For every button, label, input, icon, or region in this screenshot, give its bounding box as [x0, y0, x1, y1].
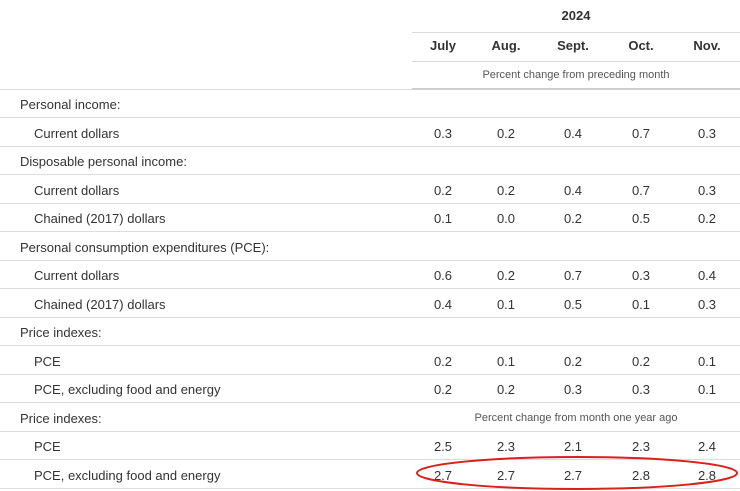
table-row: PCE, excluding food and energy 0.2 0.2 0.3 0…: [0, 375, 740, 403]
column-header-aug: Aug.: [491, 38, 521, 53]
cell-value: 0.7: [631, 125, 651, 141]
cell-value: 0.2: [433, 382, 453, 397]
divider: [0, 89, 412, 90]
cell-value: 0.3: [433, 125, 453, 141]
column-header-july: July: [429, 38, 456, 53]
row-label: PCE, excluding food and energy: [34, 382, 221, 397]
cell-value: 2.5: [433, 439, 453, 454]
cell-value: 0.1: [697, 353, 717, 369]
table-row: Personal income:: [0, 90, 740, 118]
row-label: Chained (2017) dollars: [34, 296, 166, 312]
cell-value: 0.1: [496, 353, 516, 369]
cell-value: 0.3: [697, 296, 717, 312]
table-row: Personal consumption expenditures (PCE):: [0, 233, 740, 261]
cell-value: 0.5: [563, 296, 583, 312]
cell-value: 0.3: [631, 268, 651, 283]
cell-value: 0.6: [433, 268, 453, 283]
table-row: Price indexes: Percent change from month …: [0, 404, 740, 432]
column-header-oct: Oct.: [628, 38, 654, 53]
divider: [412, 88, 740, 90]
column-header-sept: Sept.: [557, 38, 589, 53]
row-label: Current dollars: [34, 125, 120, 141]
column-header-nov: Nov.: [693, 38, 721, 53]
cell-value: 0.1: [496, 296, 516, 312]
cell-value: 0.3: [697, 182, 717, 198]
section-label: Personal income:: [20, 97, 121, 112]
cell-value: 0.1: [433, 211, 453, 226]
cell-value: 0.2: [496, 382, 516, 397]
table-row: Disposable personal income:: [0, 147, 740, 175]
table-row: PCE 2.5 2.3 2.1 2.3 2.4: [0, 432, 740, 460]
row-label: PCE, excluding food and energy: [34, 467, 221, 483]
subheading-monthly: Percent change from preceding month: [482, 69, 670, 81]
table-row: Current dollars 0.2 0.2 0.4 0.7 0.3: [0, 176, 740, 204]
row-label: Current dollars: [34, 268, 120, 283]
cell-value: 0.1: [697, 382, 717, 397]
row-label: Chained (2017) dollars: [34, 211, 166, 226]
cell-value: 0.5: [631, 211, 651, 226]
year-header: 2024: [561, 8, 591, 23]
section-label: Personal consumption expenditures (PCE):: [20, 239, 270, 255]
cell-value: 0.1: [631, 296, 651, 312]
row-label: Current dollars: [34, 182, 120, 198]
cell-value: 0.3: [631, 382, 651, 397]
cell-value: 2.3: [631, 439, 651, 454]
cell-value: 0.2: [433, 353, 453, 369]
divider: [412, 61, 740, 62]
cell-value: 0.2: [563, 353, 583, 369]
cell-value: 0.2: [631, 353, 651, 369]
cell-value: 0.2: [433, 182, 453, 198]
cell-value: 2.8: [631, 467, 651, 483]
cell-value: 0.2: [496, 125, 516, 141]
cell-value: 0.2: [496, 182, 516, 198]
cell-value: 0.3: [697, 125, 717, 141]
subheading-yearly: Percent change from month one year ago: [474, 411, 678, 424]
cell-value: 0.4: [563, 182, 583, 198]
cell-value: 0.7: [563, 268, 583, 283]
cell-value: 2.7: [496, 467, 516, 483]
cell-value: 0.2: [496, 268, 516, 283]
cell-value: 0.4: [697, 268, 717, 283]
section-label: Disposable personal income:: [20, 154, 187, 169]
cell-value: 0.4: [563, 125, 583, 141]
cell-value: 2.7: [433, 467, 453, 483]
cell-value: 2.7: [563, 467, 583, 483]
cell-value: 0.2: [563, 211, 583, 226]
table-row: Current dollars 0.6 0.2 0.7 0.3 0.4: [0, 261, 740, 289]
table-row: Current dollars 0.3 0.2 0.4 0.7 0.3: [0, 119, 740, 147]
section-label: Price indexes:: [20, 410, 102, 426]
table-row: PCE, excluding food and energy 2.7 2.7 2.7 2…: [0, 461, 740, 489]
table-row: PCE 0.2 0.1 0.2 0.2 0.1: [0, 347, 740, 375]
table-row: Chained (2017) dollars 0.1 0.0 0.2 0.5 0.2: [0, 204, 740, 232]
cell-value: 2.4: [697, 439, 717, 454]
cell-value: 2.3: [496, 439, 516, 454]
cell-value: 0.0: [496, 211, 516, 226]
table-row: Chained (2017) dollars 0.4 0.1 0.5 0.1 0.3: [0, 290, 740, 318]
cell-value: 0.4: [433, 296, 453, 312]
cell-value: 0.2: [697, 211, 717, 226]
table-row: Price indexes:: [0, 318, 740, 346]
row-label: PCE: [34, 439, 61, 454]
cell-value: 0.3: [563, 382, 583, 397]
cell-value: 0.7: [631, 182, 651, 198]
divider: [412, 32, 740, 33]
section-label: Price indexes:: [20, 325, 102, 340]
cell-value: 2.8: [697, 467, 717, 483]
cell-value: 2.1: [563, 439, 583, 454]
row-label: PCE: [34, 353, 61, 369]
